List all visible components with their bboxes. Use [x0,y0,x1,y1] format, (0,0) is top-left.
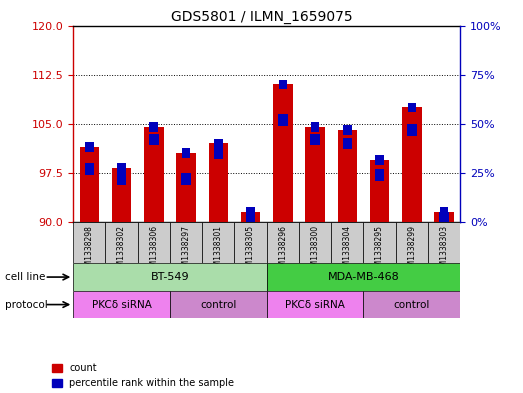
Bar [407,124,417,136]
Bar [439,212,449,224]
Bar [73,222,106,263]
Bar [213,147,223,159]
Text: GSM1338305: GSM1338305 [246,225,255,276]
Bar [117,163,126,173]
Text: GDS5801 / ILMN_1659075: GDS5801 / ILMN_1659075 [170,10,353,24]
Bar [435,212,454,222]
Bar [209,143,228,222]
Bar [176,153,196,222]
Bar [305,127,325,222]
Bar [117,173,127,185]
Bar [246,208,255,217]
Text: GSM1338297: GSM1338297 [181,225,190,276]
Bar [428,222,460,263]
Bar [106,222,138,263]
Text: GSM1338302: GSM1338302 [117,225,126,276]
Bar [170,291,267,318]
Text: GSM1338298: GSM1338298 [85,225,94,276]
Text: GSM1338304: GSM1338304 [343,225,352,276]
Bar [343,125,351,135]
Text: GSM1338303: GSM1338303 [440,225,449,276]
Bar [363,291,460,318]
Bar [241,212,260,222]
Bar [370,160,389,222]
Text: PKCδ siRNA: PKCδ siRNA [285,299,345,310]
Bar [267,222,299,263]
Bar [112,168,131,222]
Bar [202,222,234,263]
Text: GSM1338301: GSM1338301 [214,225,223,276]
Bar [407,103,416,112]
Bar [149,134,158,145]
Bar [85,163,94,175]
Bar [440,208,448,217]
Text: cell line: cell line [5,272,46,282]
Bar [402,107,422,222]
Bar [310,134,320,145]
Bar [273,84,292,222]
Text: PKCδ siRNA: PKCδ siRNA [92,299,152,310]
Text: control: control [200,299,236,310]
Bar [375,169,384,181]
Bar [214,138,223,148]
Bar [311,122,320,132]
Bar [144,127,164,222]
Bar [376,155,384,165]
Text: GSM1338306: GSM1338306 [150,225,158,276]
Bar [343,138,352,149]
Bar [79,147,99,222]
Bar [138,222,170,263]
Text: protocol: protocol [5,299,48,310]
Legend: count, percentile rank within the sample: count, percentile rank within the sample [52,363,234,388]
Bar [234,222,267,263]
Bar [299,222,331,263]
Bar [267,291,363,318]
Bar [170,222,202,263]
Bar [278,114,288,126]
Text: GSM1338296: GSM1338296 [278,225,287,276]
Text: GSM1338295: GSM1338295 [375,225,384,276]
Bar [73,263,267,291]
Bar [182,148,190,158]
Bar [279,79,287,90]
Text: GSM1338300: GSM1338300 [311,225,320,276]
Bar [73,291,170,318]
Bar [181,173,191,185]
Bar [85,142,94,152]
Bar [331,222,363,263]
Bar [150,122,158,132]
Bar [363,222,396,263]
Text: control: control [394,299,430,310]
Bar [267,263,460,291]
Text: BT-549: BT-549 [151,272,189,282]
Bar [246,214,255,226]
Bar [338,130,357,222]
Text: GSM1338299: GSM1338299 [407,225,416,276]
Bar [396,222,428,263]
Text: MDA-MB-468: MDA-MB-468 [327,272,400,282]
